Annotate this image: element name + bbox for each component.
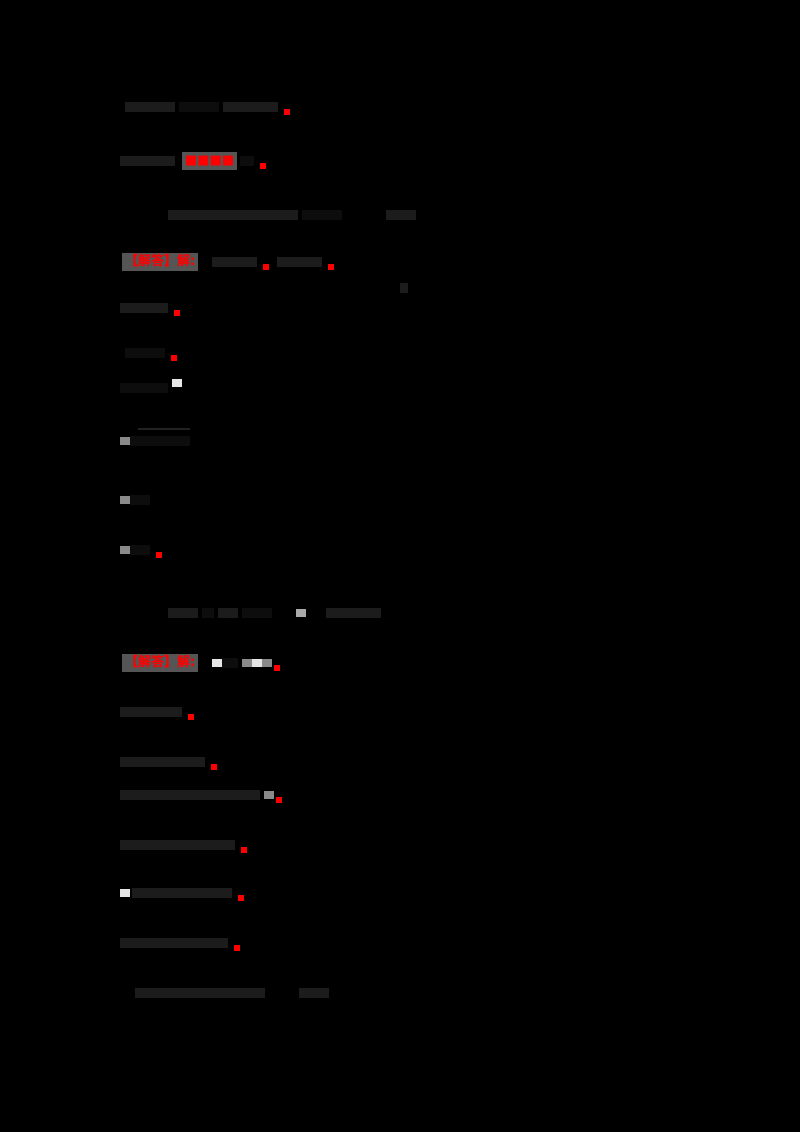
stray-mark	[400, 278, 412, 298]
formula-block-3	[120, 530, 162, 570]
formula-block-2	[120, 480, 154, 520]
text-line-5	[120, 378, 182, 398]
end-marker	[260, 163, 267, 169]
highlight-phrase: ■■■■	[182, 152, 238, 170]
solution-label: 【解答】解:	[122, 654, 199, 672]
formula-block-1	[120, 428, 194, 468]
end-marker	[241, 847, 247, 853]
solution-row-1: 【解答】解:	[122, 252, 335, 272]
end-marker	[174, 310, 180, 316]
end-marker	[276, 797, 282, 803]
formula-line-3	[135, 983, 333, 1003]
end-marker	[211, 764, 217, 770]
end-marker	[234, 945, 240, 951]
end-marker	[188, 714, 194, 720]
solution-label: 【解答】解:	[122, 253, 199, 271]
text-line-4	[125, 343, 177, 363]
text-line-2: ■■■■	[120, 151, 267, 171]
text-line-6	[120, 702, 194, 722]
solution-row-2: 【解答】解:	[122, 653, 281, 673]
text-line-1	[125, 97, 290, 117]
formula-line-2	[168, 603, 385, 623]
end-marker	[284, 109, 290, 115]
end-marker	[263, 264, 270, 270]
text-line-11	[120, 933, 240, 953]
end-marker	[274, 665, 281, 671]
end-marker	[171, 355, 177, 361]
text-line-10	[120, 883, 244, 903]
formula-line-1	[168, 205, 420, 225]
text-line-8	[120, 785, 282, 805]
end-marker	[328, 264, 335, 270]
end-marker	[238, 895, 244, 901]
text-line-7	[120, 752, 217, 772]
text-line-3	[120, 298, 180, 318]
end-marker	[156, 552, 162, 558]
text-line-9	[120, 835, 247, 855]
